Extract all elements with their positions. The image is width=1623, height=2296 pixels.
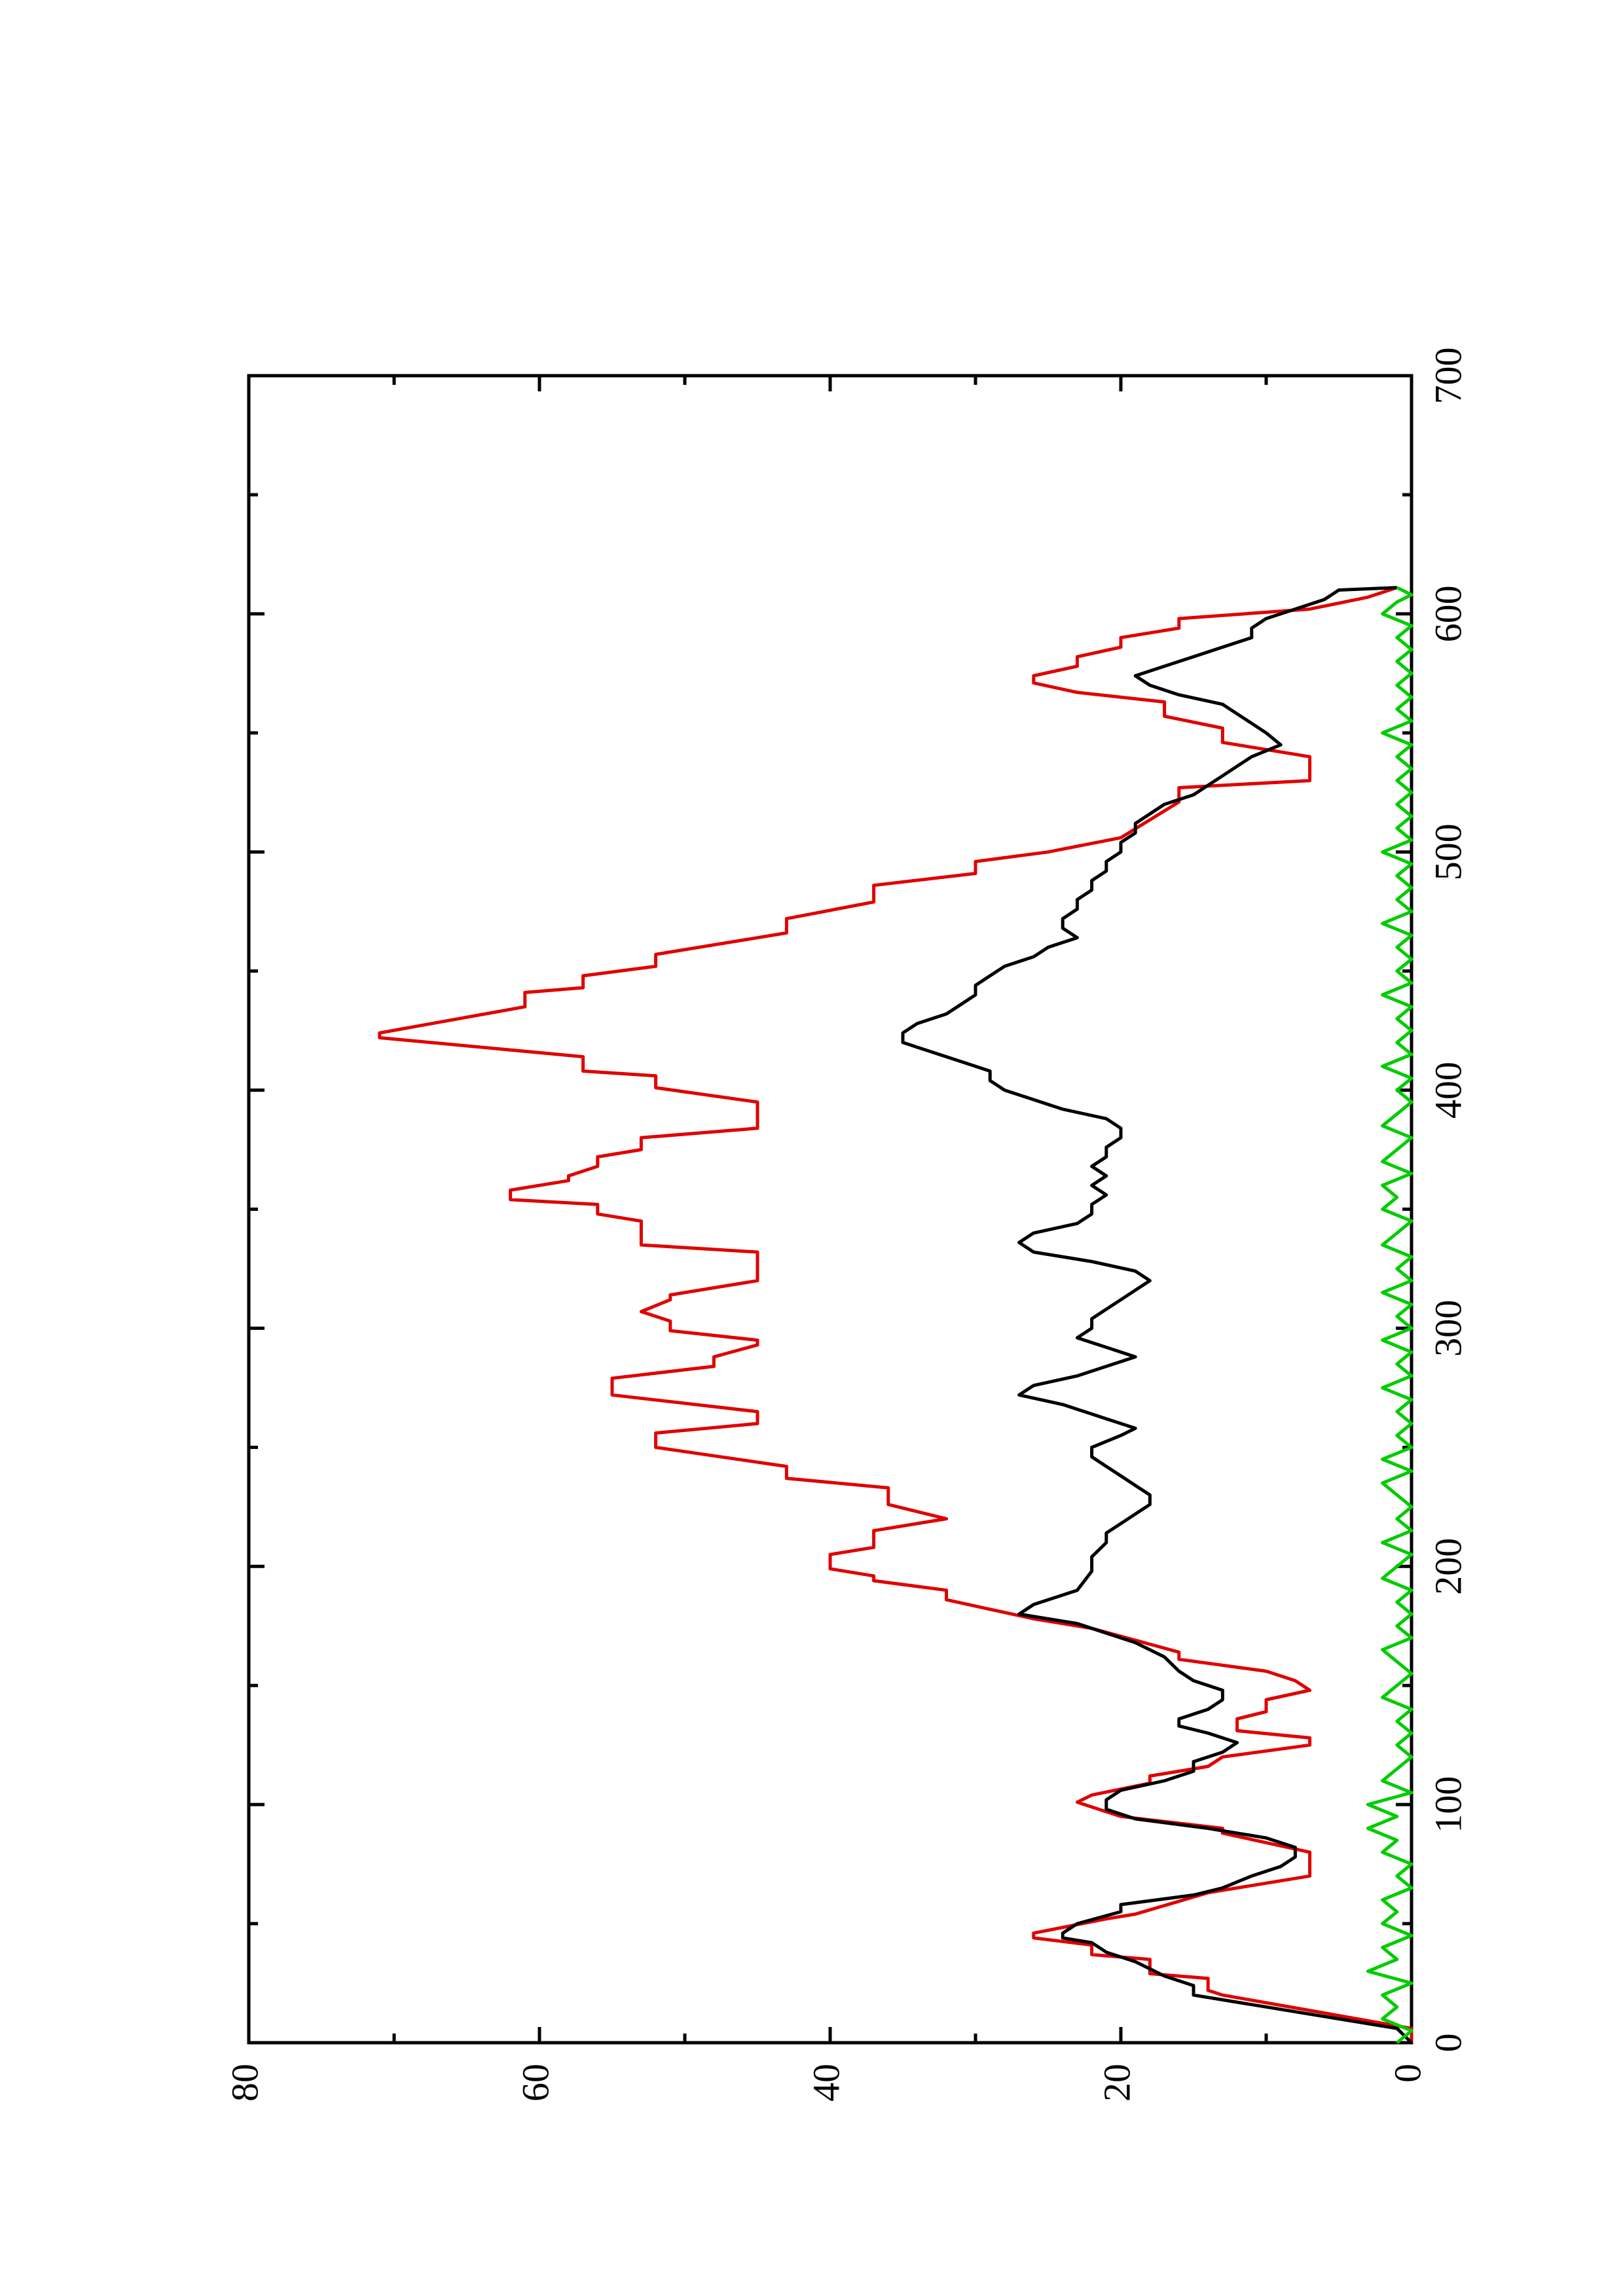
x-tick-label: 300 xyxy=(1427,1300,1469,1357)
plot-frame xyxy=(247,374,1413,2045)
series-line-1 xyxy=(378,586,1413,2043)
series-lines xyxy=(378,586,1413,2044)
y-tick-label: 20 xyxy=(1095,2064,1138,2102)
x-tick-label: 600 xyxy=(1427,585,1469,642)
x-tick-label: 200 xyxy=(1427,1538,1469,1595)
y-tick-label: 60 xyxy=(514,2064,556,2102)
x-tick-label: 500 xyxy=(1427,823,1469,880)
x-tick-label: 100 xyxy=(1427,1776,1469,1833)
x-tick-label: 400 xyxy=(1427,1062,1469,1119)
tick-marks xyxy=(247,374,1413,2045)
tick-labels: 0 100 200 300 400 500 600 700 0 20 40 60 80 xyxy=(223,348,1469,2102)
x-tick-label: 0 xyxy=(1427,2034,1469,2053)
y-tick-label: 0 xyxy=(1386,2064,1429,2083)
series-line-2 xyxy=(901,586,1413,2044)
series-line-3 xyxy=(1366,586,1413,2044)
x-tick-label: 700 xyxy=(1427,348,1469,404)
y-tick-label: 80 xyxy=(223,2064,266,2102)
y-tick-label: 40 xyxy=(805,2064,847,2102)
